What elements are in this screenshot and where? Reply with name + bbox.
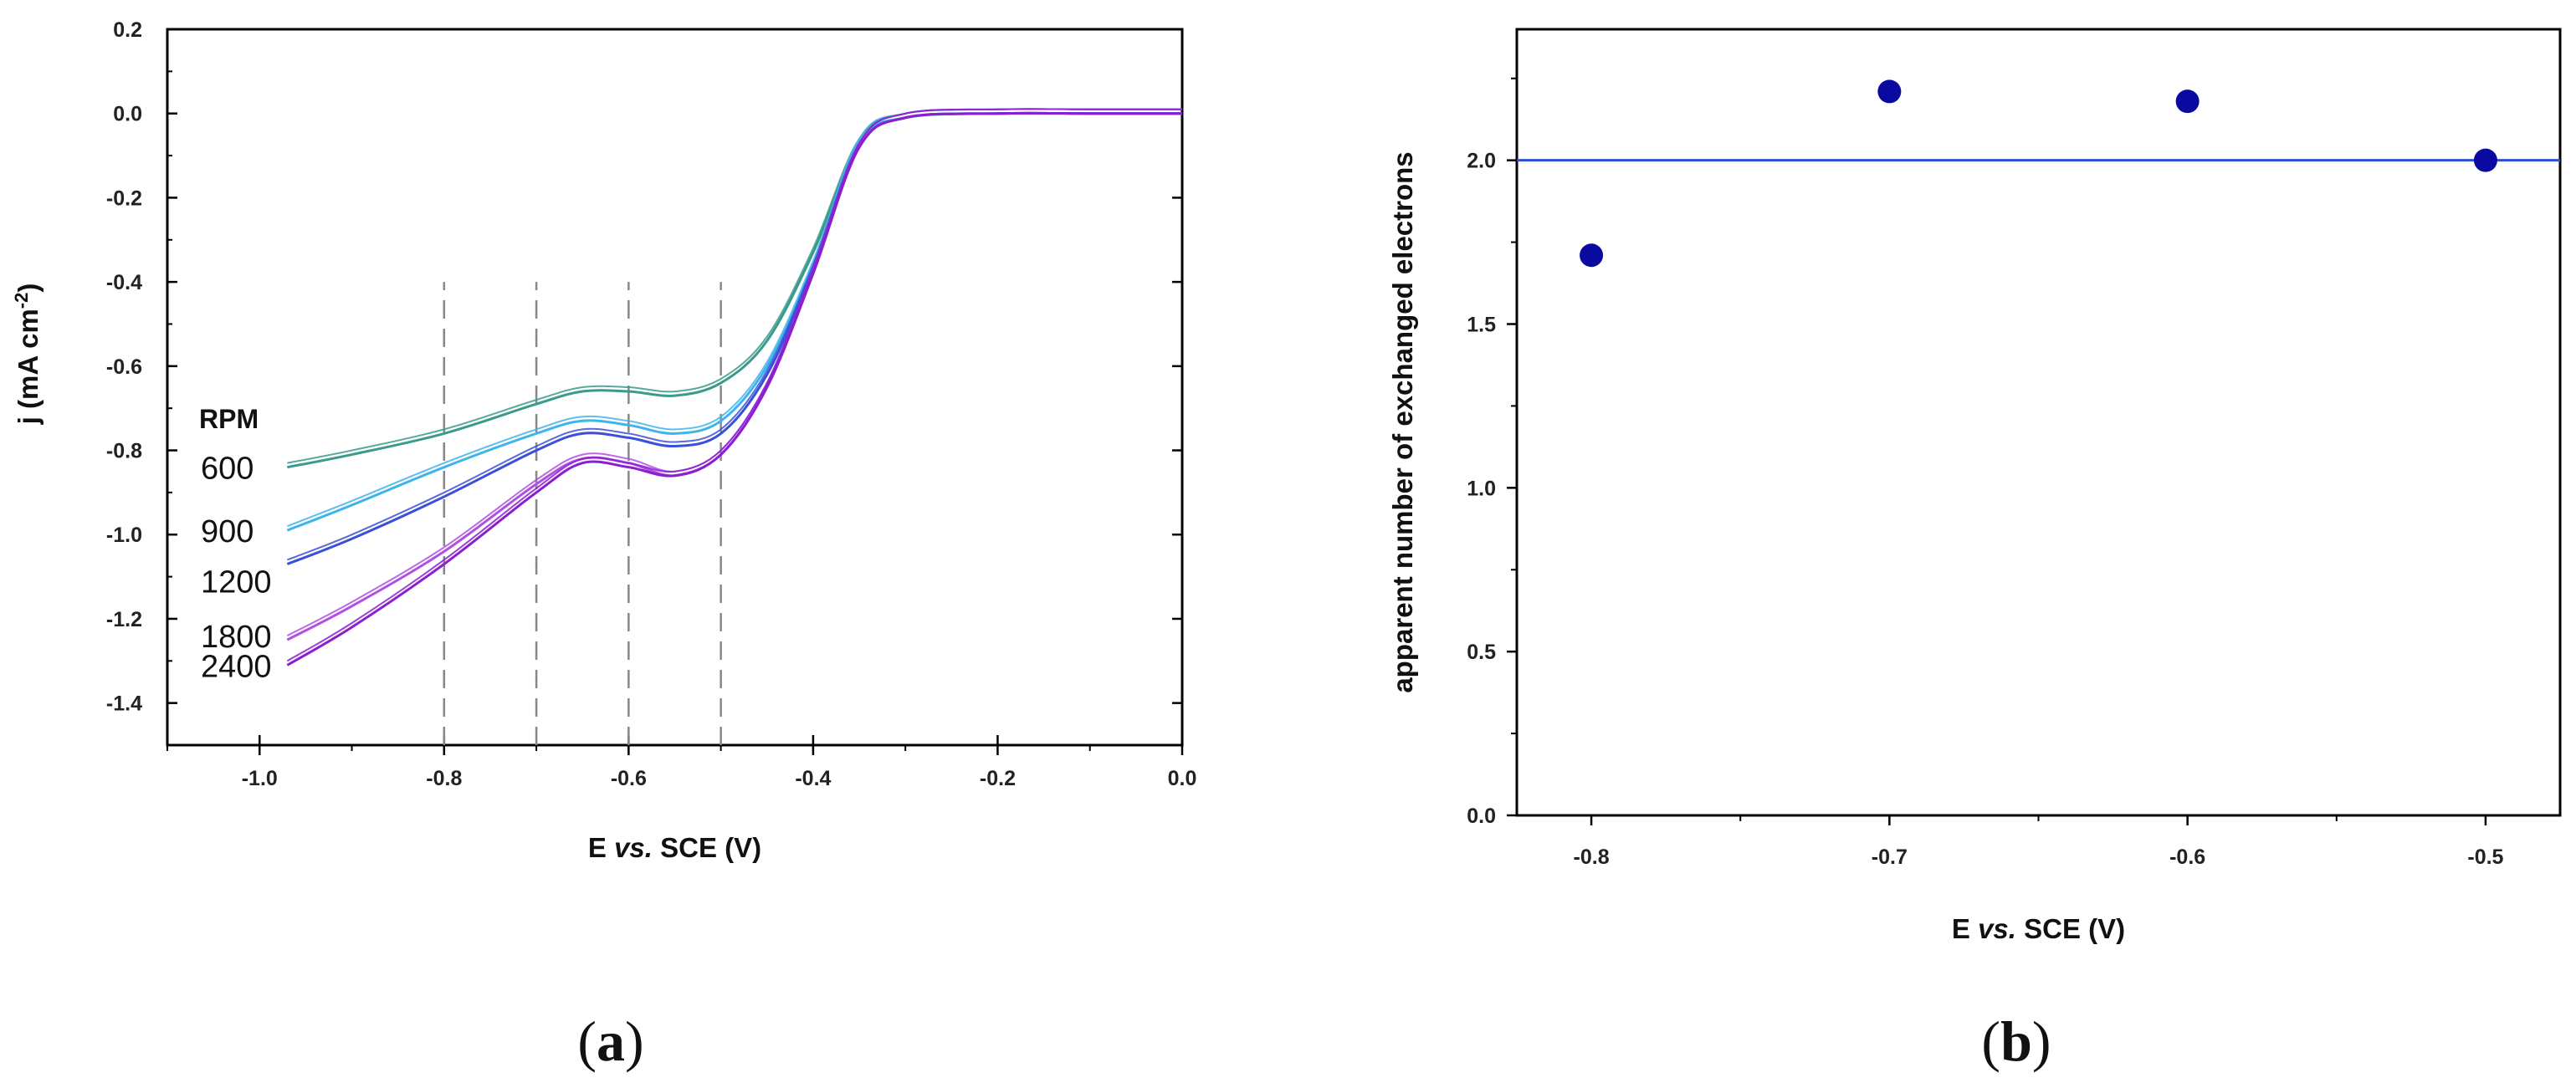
x-axis-label-a-text-2: SCE (V) [653, 832, 761, 863]
y-axis-label-a: j (mA cm-2) [11, 283, 44, 426]
x-tick-label: -0.4 [795, 767, 831, 790]
plot-frame-b [1515, 28, 2562, 817]
legend-label-1200: 1200 [201, 565, 272, 600]
y-tick-label: 0.5 [1467, 641, 1496, 664]
x-tick-label: 0.0 [1168, 767, 1197, 790]
data-point [2175, 89, 2200, 114]
x-tick-label: -1.0 [242, 767, 278, 790]
legend-label-600: 600 [201, 452, 254, 487]
series-line-1800-reverse-scan [286, 108, 1182, 637]
series-line-900 [286, 111, 1182, 532]
x-axis-label-a-italic: vs. [614, 832, 653, 863]
series-line-600 [287, 111, 1182, 469]
data-point [1580, 243, 1604, 268]
x-tick-label: -0.6 [2169, 845, 2205, 869]
reference-lines-a [443, 282, 722, 745]
x-axis-label-a-text: E [588, 832, 614, 863]
panel-b: 0.0 0.5 1.0 1.5 2.0 -0.8 -0.7 -0.6 -0.5 E vs. S… [1387, 28, 2562, 1073]
panel-label-a-letter: a [597, 1009, 625, 1073]
y-axis-label-a-text: j (mA cm [13, 309, 44, 425]
x-ticks-a: -1.0 -0.8 -0.6 -0.4 -0.2 0.0 [166, 735, 1197, 790]
x-axis-label-b: E vs. SCE (V) [1952, 913, 2125, 944]
x-tick-label: -0.7 [1872, 845, 1908, 869]
panel-label-a-paren: ( [577, 1009, 597, 1073]
y-axis-label-a-text-2: ) [13, 283, 44, 293]
y-tick-label: 0.0 [1467, 805, 1496, 828]
y-tick-label: 0.2 [113, 18, 142, 42]
series-line-2400 [286, 111, 1182, 667]
y-ticks-a: 0.2 0.0 -0.2 -0.4 -0.6 -0.8 -1.0 -1.2 -1.4 [106, 18, 1182, 746]
series-line-900-reverse-scan [286, 108, 1182, 528]
scatter-points-b [1580, 79, 2497, 268]
x-tick-label: -0.5 [2467, 845, 2503, 869]
y-tick-label: 1.0 [1467, 477, 1496, 500]
legend-label-1800: 1800 [201, 620, 272, 655]
legend-label-2400: 2400 [201, 649, 272, 684]
x-tick-label: -0.2 [980, 767, 1016, 790]
panel-label-a: (a) [577, 1009, 643, 1073]
x-tick-label: -0.6 [611, 767, 647, 790]
legend-title: RPM [199, 404, 259, 434]
y-tick-label: 2.0 [1467, 150, 1496, 173]
x-tick-label: -0.8 [426, 767, 462, 790]
plot-frame-a [166, 28, 1184, 747]
panel-label-b-paren-close: ) [2032, 1009, 2051, 1073]
x-axis-label-a: E vs. SCE (V) [588, 832, 761, 863]
y-tick-label: 0.0 [113, 103, 142, 126]
series-line-1200 [286, 111, 1182, 565]
y-ticks-b: 0.0 0.5 1.0 1.5 2.0 [1467, 77, 1517, 828]
panel-label-b-letter: b [2000, 1009, 2032, 1073]
data-point [2473, 148, 2497, 172]
legend-label-900: 900 [201, 514, 254, 549]
y-tick-label: -0.2 [106, 186, 142, 210]
y-tick-label: -1.4 [106, 692, 142, 716]
series-line-1200-reverse-scan [286, 108, 1182, 561]
y-tick-label: -0.8 [106, 440, 142, 463]
panel-label-b-paren: ( [1981, 1009, 2000, 1073]
x-axis-label-b-italic: vs. [1978, 913, 2016, 944]
x-tick-label: -0.8 [1574, 845, 1610, 869]
y-tick-label: -1.2 [106, 608, 142, 631]
x-ticks-b: -0.8 -0.7 -0.6 -0.5 [1574, 815, 2504, 869]
x-axis-label-b-text-2: SCE (V) [2016, 913, 2125, 944]
y-tick-label: -0.6 [106, 355, 142, 379]
y-axis-label-b: apparent number of exchanged electrons [1387, 151, 1418, 692]
y-axis-label-a-superscript: -2 [11, 293, 32, 309]
y-tick-label: -1.0 [106, 524, 142, 547]
panel-label-b: (b) [1981, 1009, 2051, 1073]
series-line-2400-reverse-scan [286, 108, 1182, 662]
x-axis-label-b-text: E [1952, 913, 1978, 944]
panel-label-a-paren-close: ) [625, 1009, 644, 1073]
y-tick-label: -0.4 [106, 271, 142, 294]
y-tick-label: 1.5 [1467, 314, 1496, 337]
data-point [1877, 79, 1902, 104]
series-lines-a [286, 108, 1182, 667]
panel-a: 0.20.0-0.2-0.4-0.6-0.8-1.0-1.2-1.4 -1.0-… [11, 18, 1197, 1073]
